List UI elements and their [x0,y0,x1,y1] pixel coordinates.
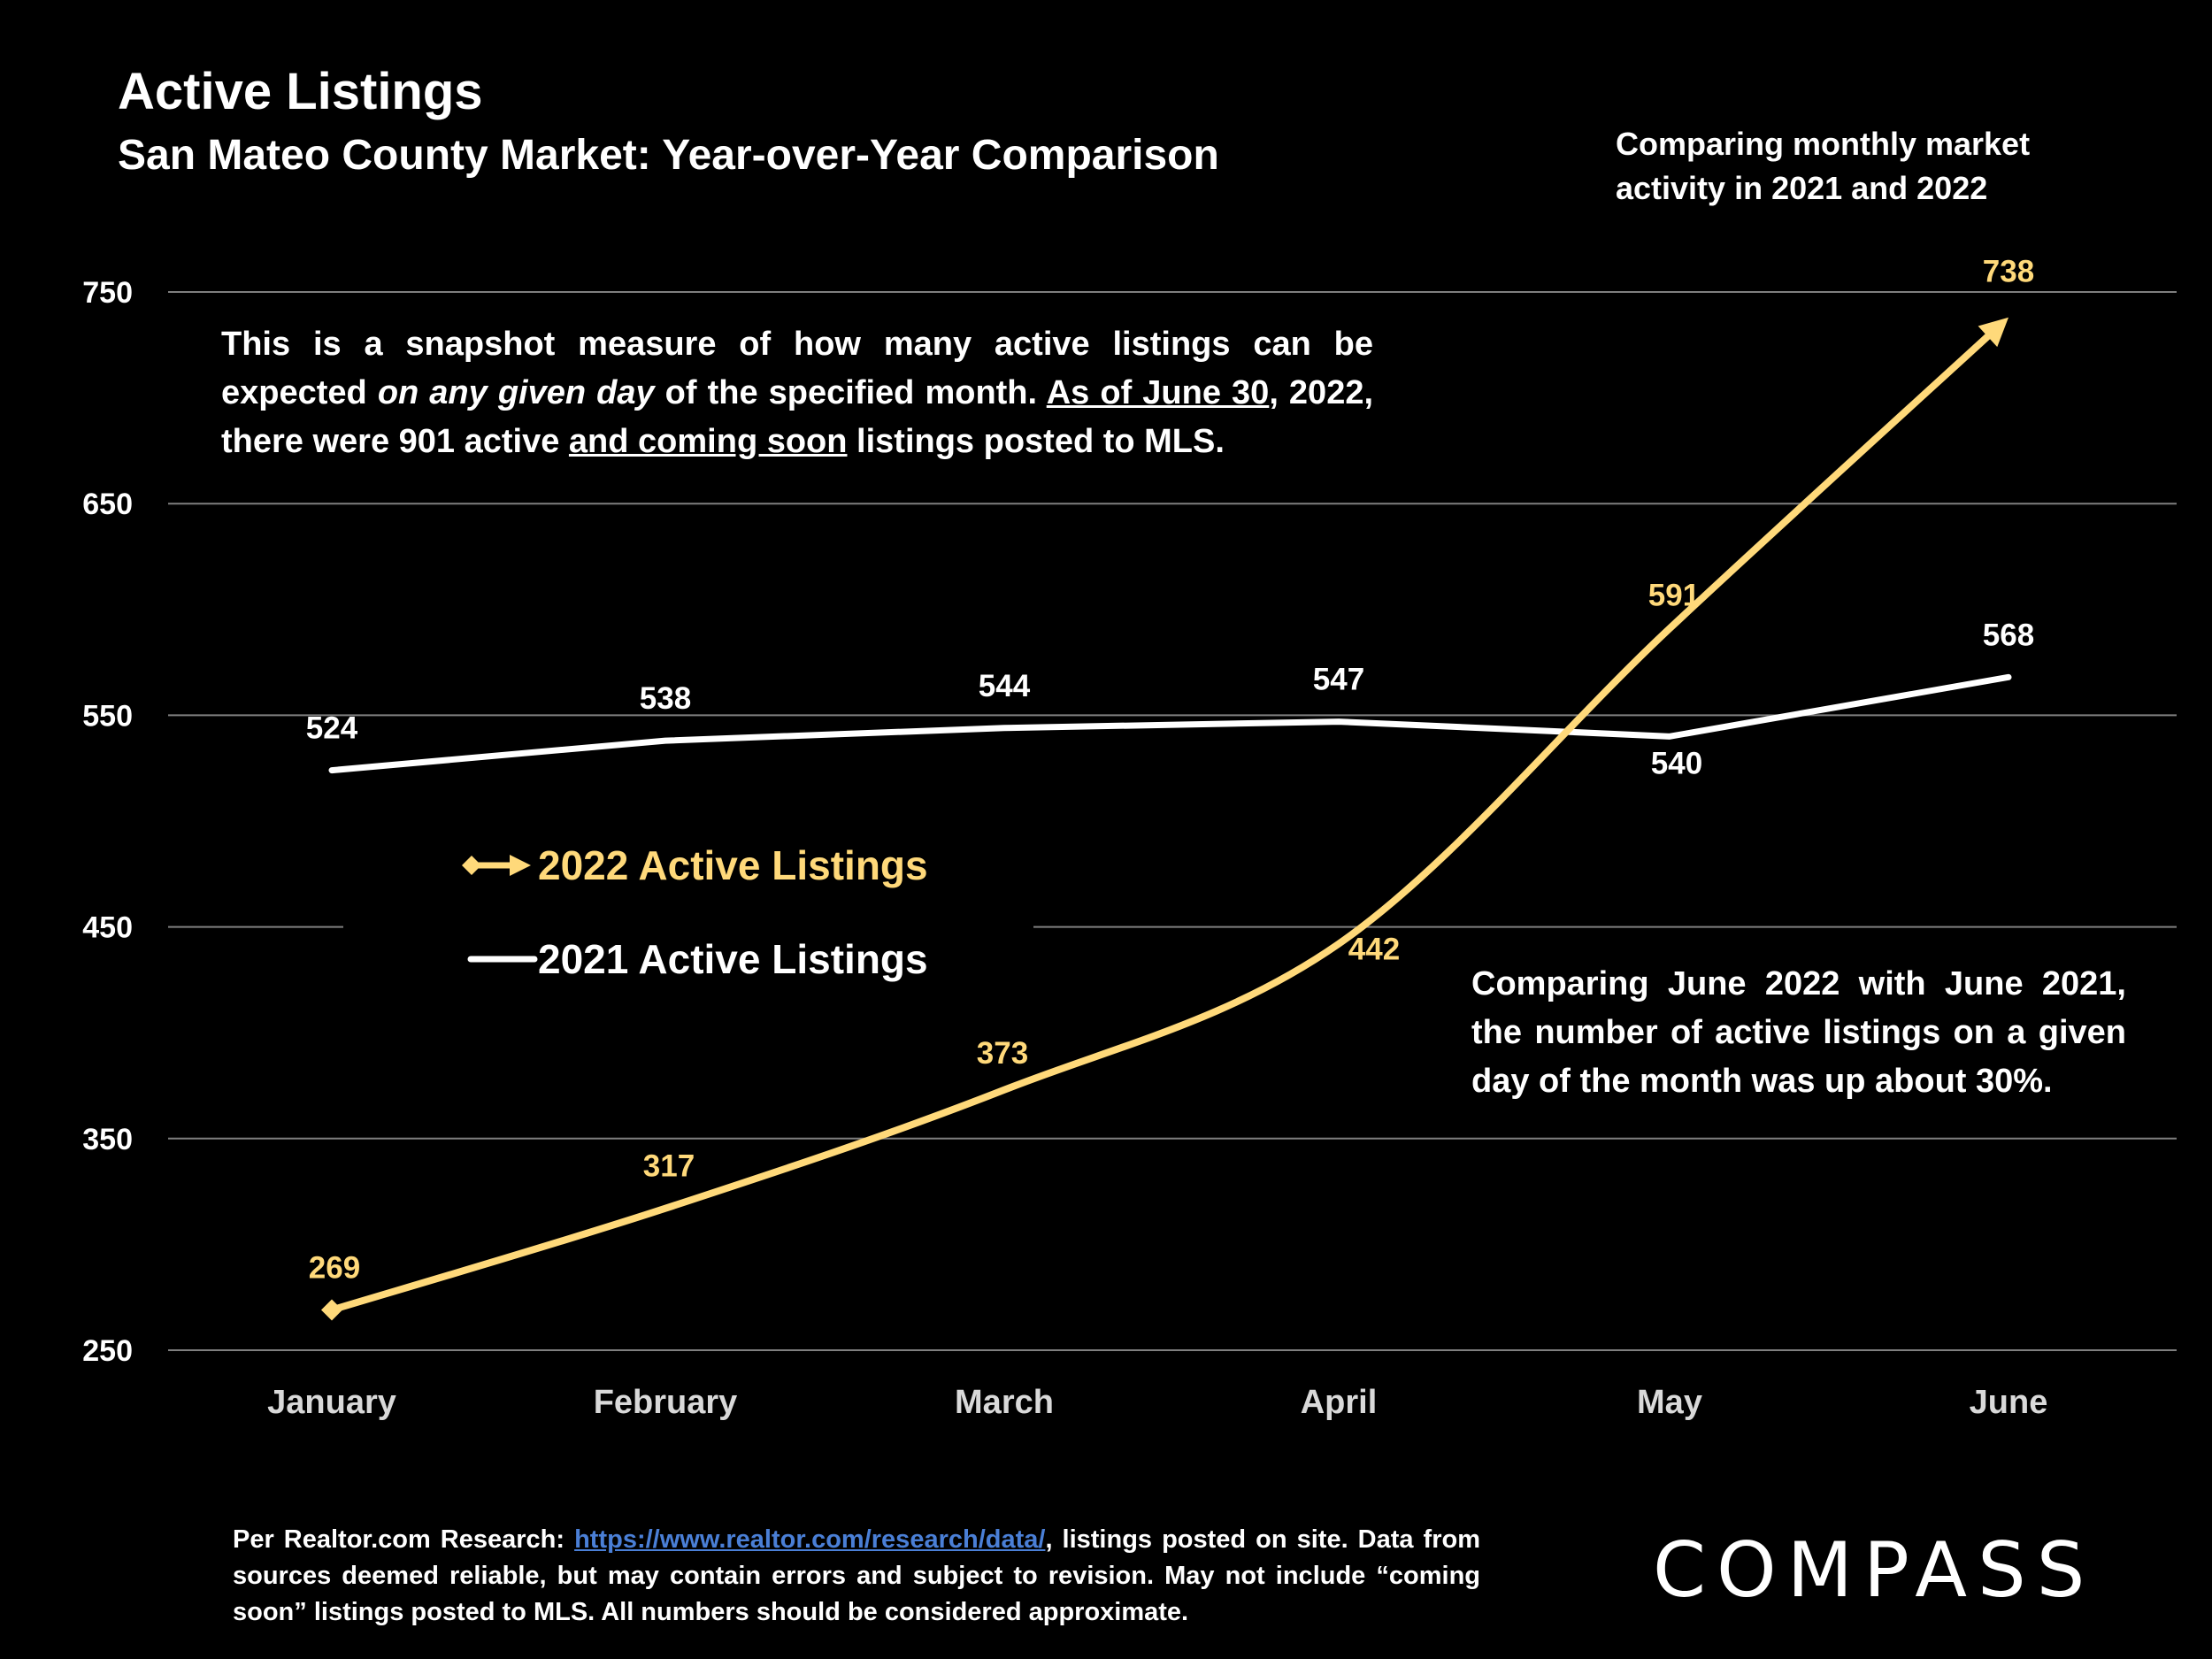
data-labels: 524 538 544 547 540 568 269 317 373 442 591 738 [306,255,2034,1286]
series-lines [321,317,2012,1321]
series-line-2021 [328,673,2012,774]
gridlines [168,291,2177,1351]
data-label-2022: 442 [1348,933,1400,967]
x-category-label: March [955,1384,1054,1421]
top-note-line-1: Comparing monthly market [1616,126,2031,162]
snapshot-note-text-1: This is a snapshot measure of how many a… [221,326,1373,411]
chart-subtitle: San Mateo County Market: Year-over-Year … [118,132,1219,179]
compass-logo: COMPASS [1653,1526,2096,1615]
snapshot-note-text-2: of the specified month. [654,374,1047,411]
snapshot-note-italic: on any given day [377,374,655,411]
series-2022-arrowhead [1978,317,2008,348]
top-note: Comparing monthly market activity in 202… [1616,122,2147,211]
data-label-2021: 544 [979,669,1031,703]
y-tick-label: 650 [82,488,133,521]
legend-arrow-marker [510,855,531,876]
footer-prefix: Per Realtor.com Research: [233,1525,575,1554]
y-axis-ticks: 250 350 450 550 650 750 [82,276,133,1368]
comparison-note: Comparing June 2022 with June 2021, the … [1471,965,2126,1100]
y-tick-label: 750 [82,276,133,310]
data-label-2021: 540 [1651,746,1702,780]
legend-background [343,818,1033,987]
y-tick-label: 550 [82,699,133,733]
legend-diamond-marker [462,856,481,875]
snapshot-note: This is a snapshot measure of how many a… [221,320,1373,466]
x-category-label: February [594,1384,738,1421]
series-2022-start-marker [321,1299,342,1321]
x-category-label: May [1637,1384,1702,1421]
snapshot-note-text-3: , 2022, there were 901 active [221,374,1374,460]
data-label-2022: 373 [977,1036,1028,1071]
footer-suffix: , listings posted on site. Data from sou… [233,1525,1480,1626]
y-tick-label: 350 [82,1123,133,1156]
x-category-label: April [1301,1384,1378,1421]
snapshot-note-text-4: listings posted to MLS. [847,423,1225,460]
data-label-2021: 547 [1313,663,1364,697]
snapshot-note-underline-1: As of June 30 [1046,374,1270,411]
footer-source-note: Per Realtor.com Research: https://www.re… [233,1522,1480,1631]
footer-source-link[interactable]: https://www.realtor.com/research/data/ [574,1525,1046,1554]
chart-legend: 2022 Active Listings 2021 Active Listing… [462,842,928,982]
y-tick-label: 250 [82,1334,133,1368]
data-label-2021: 524 [306,711,358,746]
legend-label-2022: 2022 Active Listings [538,842,928,888]
legend-item-2022: 2022 Active Listings [462,842,928,888]
y-tick-label: 450 [82,911,133,945]
x-category-label: January [267,1384,396,1421]
x-axis-categories: January February March April May June [267,1384,2047,1421]
top-note-line-2: activity in 2021 and 2022 [1616,170,1988,206]
snapshot-note-underline-2: and coming soon [568,423,848,460]
data-label-2022: 269 [309,1251,360,1286]
chart-title: Active Listings [118,63,483,120]
legend-label-2021: 2021 Active Listings [538,936,928,982]
data-label-2021: 568 [1983,618,2034,652]
data-label-2021: 538 [640,681,691,716]
series-line-2022 [328,324,2001,1314]
data-label-2022: 317 [643,1149,695,1184]
x-category-label: June [1970,1384,2048,1421]
data-label-2022: 738 [1983,255,2034,289]
data-label-2022: 591 [1648,578,1700,612]
legend-item-2021: 2021 Active Listings [467,936,928,982]
